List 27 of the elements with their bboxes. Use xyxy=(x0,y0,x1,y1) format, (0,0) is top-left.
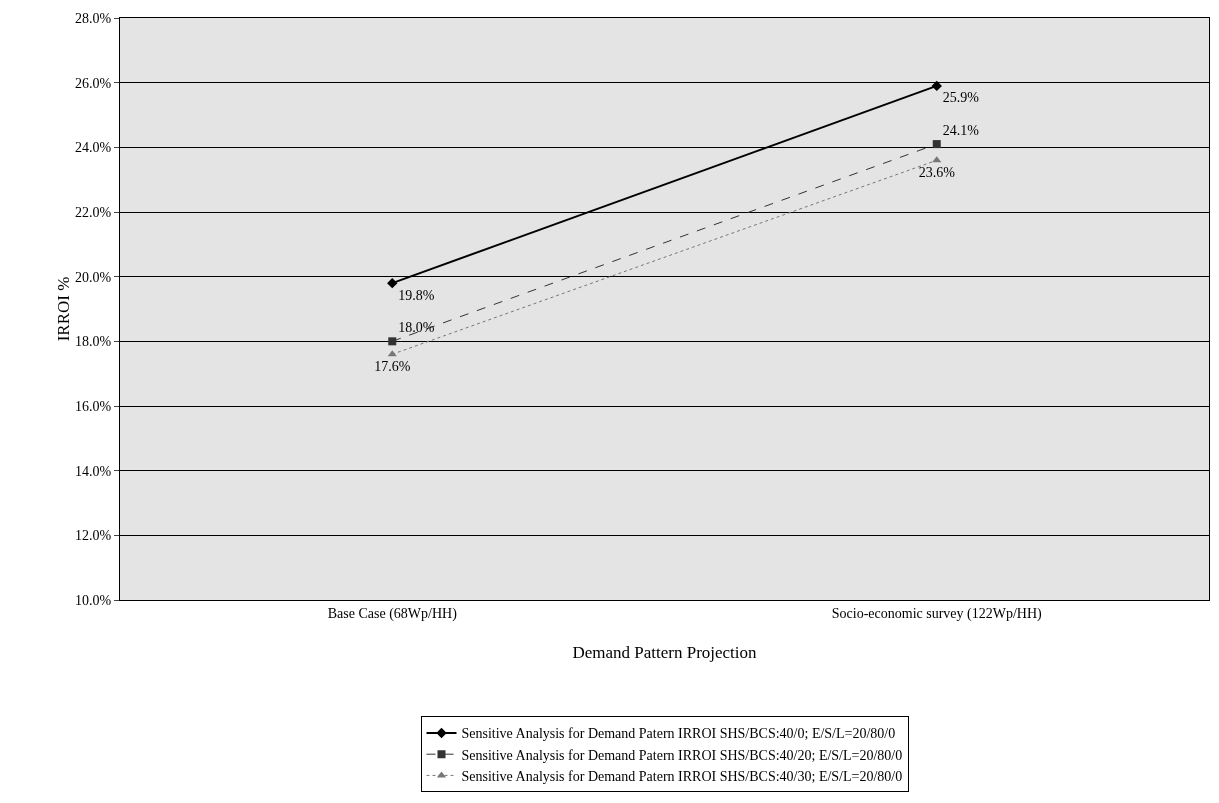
point xyxy=(932,140,941,149)
y-tick-label: 22.0% xyxy=(75,204,112,220)
text: 19.8% xyxy=(398,287,435,303)
text: 23.6% xyxy=(918,164,955,180)
text: 17.6% xyxy=(374,358,411,374)
legend-label: Sensitive Analysis for Demand Patern IRROI SHS/BCS:40/0; E/S/L=20/80/0 xyxy=(461,726,896,742)
y-tick-label: 20.0% xyxy=(75,269,112,285)
point xyxy=(931,80,942,92)
point xyxy=(388,337,397,346)
y-tick-label: 28.0% xyxy=(75,10,112,26)
y-axis-title: IRROI % xyxy=(54,276,74,342)
legend-label: Sensitive Analysis for Demand Patern IRROI SHS/BCS:40/20; E/S/L=20/80/0 xyxy=(461,747,903,763)
y-tick-label: 14.0% xyxy=(75,463,112,479)
text: 25.9% xyxy=(942,90,979,106)
text: 18.0% xyxy=(398,319,435,335)
text: 24.1% xyxy=(942,122,979,138)
y-tick-label: 16.0% xyxy=(75,398,112,414)
y-tick-label: 18.0% xyxy=(75,334,112,350)
y-tick-label: 24.0% xyxy=(75,140,112,156)
y-tick-label: 12.0% xyxy=(75,528,112,544)
y-tick-label: 26.0% xyxy=(75,75,112,91)
x-tick-label: Base Case (68Wp/HH) xyxy=(327,605,458,622)
point xyxy=(387,277,398,289)
x-tick-label: Socio-economic survey (122Wp/HH) xyxy=(831,605,1043,622)
y-tick-label: 10.0% xyxy=(75,592,112,608)
legend-label: Sensitive Analysis for Demand Patern IRROI SHS/BCS:40/30; E/S/L=20/80/0 xyxy=(461,768,903,784)
x-axis-title: Demand Pattern Projection xyxy=(572,643,758,663)
